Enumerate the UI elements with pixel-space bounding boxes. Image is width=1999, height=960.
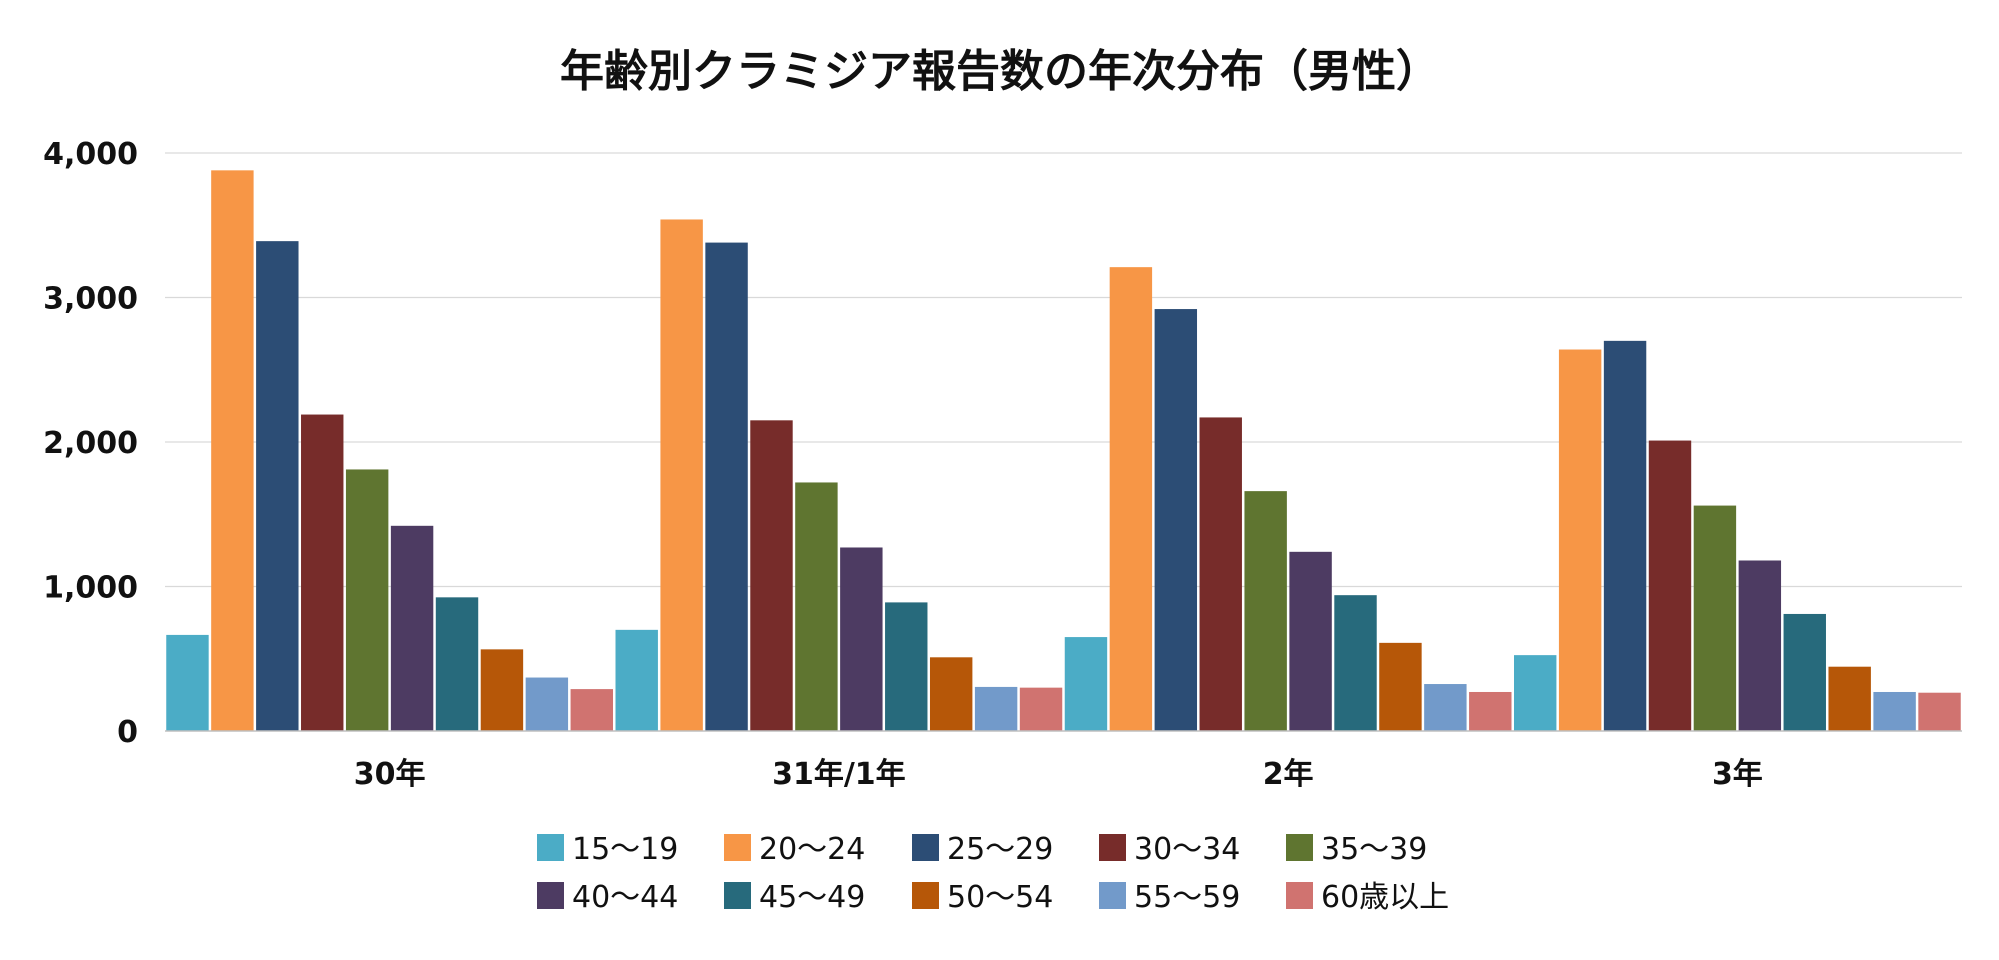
bar: [1873, 691, 1916, 731]
legend-label: 15～19: [572, 832, 678, 867]
legend-label: 40～44: [572, 880, 678, 915]
bar: [1648, 440, 1692, 731]
y-tick-label: 3,000: [43, 282, 138, 317]
legend-swatch: [537, 882, 564, 909]
bar: [1558, 349, 1602, 731]
bar: [1019, 687, 1063, 731]
legend-swatch: [912, 834, 939, 861]
legend-item: 30～34: [1099, 832, 1240, 867]
legend-swatch: [1286, 882, 1313, 909]
legend-label: 30～34: [1134, 832, 1240, 867]
y-tick-label: 2,000: [43, 426, 138, 461]
bar: [750, 420, 793, 731]
x-tick-label: 31年/1年: [772, 757, 906, 792]
bar: [1514, 655, 1557, 731]
y-tick-label: 1,000: [43, 571, 138, 606]
bar: [1289, 551, 1332, 731]
bar: [345, 469, 389, 731]
bar: [570, 689, 613, 731]
bar: [211, 170, 254, 732]
legend-swatch: [724, 882, 751, 909]
gridlines: [165, 152, 1962, 588]
bar: [1154, 309, 1198, 731]
legend-item: 45～49: [724, 880, 865, 915]
bar: [301, 414, 344, 731]
bar: [480, 649, 524, 731]
bar: [1469, 691, 1512, 731]
bars: [166, 170, 1961, 732]
legend-swatch: [1099, 834, 1126, 861]
bar: [166, 634, 209, 731]
legend-item: 60歳以上: [1286, 880, 1449, 915]
legend-item: 20～24: [724, 832, 865, 867]
bar: [1244, 491, 1287, 731]
bar: [660, 219, 703, 731]
legend-item: 55～59: [1099, 880, 1240, 915]
chart-title: 年齢別クラミジア報告数の年次分布（男性）: [560, 46, 1440, 97]
legend-swatch: [1286, 834, 1313, 861]
bar: [1064, 637, 1108, 731]
bar: [435, 597, 479, 731]
legend-swatch: [912, 882, 939, 909]
x-axis: 30年 31年/1年 2年 3年: [165, 730, 1962, 792]
y-tick-label: 0: [117, 715, 138, 750]
bar: [390, 525, 434, 731]
bar: [1199, 417, 1242, 731]
legend-label: 20～24: [759, 832, 865, 867]
bar: [929, 657, 973, 731]
legend-item: 15～19: [537, 832, 678, 867]
bar: [1693, 505, 1737, 731]
x-tick-label: 2年: [1263, 757, 1314, 792]
bar: [615, 629, 658, 731]
legend-label: 55～59: [1134, 880, 1240, 915]
bar: [705, 242, 748, 731]
bar: [1918, 692, 1961, 731]
legend-item: 25～29: [912, 832, 1053, 867]
bar: [1109, 267, 1153, 731]
legend: 15～19 20～24 25～29 30～34 35～39 40～44 45～49 50～54…: [537, 832, 1449, 915]
bar: [1424, 684, 1467, 731]
legend-item: 50～54: [912, 880, 1053, 915]
bar: [840, 547, 883, 731]
bar: [1738, 560, 1782, 731]
bar: [1828, 666, 1871, 731]
bar: [974, 686, 1018, 731]
legend-label: 45～49: [759, 880, 865, 915]
legend-swatch: [724, 834, 751, 861]
legend-label: 50～54: [947, 880, 1053, 915]
bar: [1379, 642, 1422, 731]
legend-swatch: [1099, 882, 1126, 909]
bar: [525, 677, 569, 731]
bar: [1603, 340, 1647, 731]
legend-label: 60歳以上: [1321, 880, 1449, 915]
bar: [256, 241, 299, 731]
y-tick-label: 4,000: [43, 137, 138, 172]
y-axis-ticks: 0 1,000 2,000 3,000 4,000: [43, 137, 138, 750]
legend-label: 35～39: [1321, 832, 1427, 867]
x-tick-label: 3年: [1712, 757, 1763, 792]
bar: [1334, 595, 1377, 731]
bar: [1783, 613, 1826, 731]
legend-swatch: [537, 834, 564, 861]
legend-label: 25～29: [947, 832, 1053, 867]
bar: [885, 602, 928, 731]
legend-item: 40～44: [537, 880, 678, 915]
x-tick-label: 30年: [354, 757, 426, 792]
legend-item: 35～39: [1286, 832, 1427, 867]
bar: [795, 482, 838, 731]
